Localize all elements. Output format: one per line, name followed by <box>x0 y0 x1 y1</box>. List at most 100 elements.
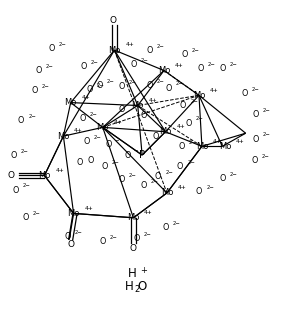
Text: 4+: 4+ <box>144 210 153 215</box>
Text: 4+: 4+ <box>175 63 183 68</box>
Text: O: O <box>146 46 153 55</box>
Text: 4+: 4+ <box>213 139 222 143</box>
Text: O: O <box>146 81 153 90</box>
Text: O: O <box>76 158 83 167</box>
Text: O: O <box>165 83 172 93</box>
Text: O: O <box>100 237 106 246</box>
Text: 4+: 4+ <box>74 128 83 133</box>
Text: 2−: 2− <box>157 78 164 83</box>
Text: O: O <box>49 44 55 53</box>
Text: O: O <box>12 185 18 195</box>
Text: O: O <box>35 66 42 75</box>
Text: O: O <box>81 62 87 71</box>
Text: 2−: 2− <box>107 78 115 83</box>
Text: O: O <box>219 64 226 73</box>
Text: O: O <box>84 137 90 146</box>
Text: 2−: 2− <box>75 230 83 235</box>
Text: −: − <box>115 138 119 143</box>
Text: 2−: 2− <box>41 84 49 89</box>
Text: Mo: Mo <box>161 188 173 198</box>
Text: Mo: Mo <box>57 132 69 141</box>
Text: 2−: 2− <box>229 62 237 67</box>
Text: O: O <box>253 135 259 143</box>
Text: O: O <box>124 151 131 160</box>
Text: 2−: 2− <box>196 116 204 121</box>
Text: 2−: 2− <box>192 48 199 53</box>
Text: 2−: 2− <box>141 58 148 63</box>
Text: O: O <box>22 213 29 222</box>
Text: O: O <box>180 101 186 110</box>
Text: 2−: 2− <box>110 234 118 240</box>
Text: 4+: 4+ <box>55 168 64 173</box>
Text: 2−: 2− <box>144 232 151 237</box>
Text: 2−: 2− <box>28 113 36 118</box>
Text: Mo: Mo <box>108 46 121 55</box>
Text: 2−: 2− <box>59 42 67 47</box>
Text: 2−: 2− <box>187 160 195 165</box>
Text: O: O <box>105 140 112 149</box>
Text: 2−: 2− <box>94 135 102 140</box>
Text: +: + <box>140 266 147 275</box>
Text: 2−: 2− <box>263 132 271 137</box>
Text: 4+: 4+ <box>81 95 90 100</box>
Text: Mo: Mo <box>67 209 80 218</box>
Text: O: O <box>130 60 137 69</box>
Text: 4+: 4+ <box>125 42 134 47</box>
Text: 2−: 2− <box>157 44 164 49</box>
Text: 2−: 2− <box>251 87 259 92</box>
Text: 2−: 2− <box>229 172 237 177</box>
Text: O: O <box>86 85 93 94</box>
Text: Mo: Mo <box>158 66 170 75</box>
Text: O: O <box>67 240 74 249</box>
Text: H: H <box>125 280 133 293</box>
Text: 2−: 2− <box>262 154 269 159</box>
Text: O: O <box>241 89 247 98</box>
Text: O: O <box>181 50 188 59</box>
Text: 2−: 2− <box>176 82 183 87</box>
Text: 2−: 2− <box>129 80 137 85</box>
Text: 4+: 4+ <box>176 124 185 129</box>
Text: O: O <box>178 142 185 151</box>
Text: 2−: 2− <box>21 149 29 154</box>
Text: 2−: 2− <box>151 179 159 184</box>
Text: O: O <box>64 232 71 241</box>
Text: O: O <box>119 105 125 114</box>
Text: Mo: Mo <box>38 171 51 180</box>
Text: 2−: 2− <box>129 173 137 178</box>
Text: 2−: 2− <box>189 140 196 145</box>
Text: O: O <box>88 156 94 165</box>
Text: 4+: 4+ <box>114 120 122 125</box>
Text: 2−: 2− <box>263 108 271 113</box>
Text: Mo: Mo <box>64 98 77 107</box>
Text: O: O <box>140 181 147 190</box>
Text: 4+: 4+ <box>84 206 93 211</box>
Text: −: − <box>161 130 166 135</box>
Text: O: O <box>31 87 38 95</box>
Text: 2−: 2− <box>173 222 180 226</box>
Text: O: O <box>137 280 147 293</box>
Text: O: O <box>110 16 116 26</box>
Text: 2−: 2− <box>206 185 214 190</box>
Text: 4+: 4+ <box>149 98 157 103</box>
Text: 2: 2 <box>134 285 139 294</box>
Text: O: O <box>196 187 202 196</box>
Text: O: O <box>79 114 86 123</box>
Text: O: O <box>101 162 108 171</box>
Text: 2−: 2− <box>190 99 198 104</box>
Text: O: O <box>251 156 258 165</box>
Text: Mo: Mo <box>132 101 144 110</box>
Text: O: O <box>119 175 125 184</box>
Text: 4+: 4+ <box>236 139 245 143</box>
Text: 2−: 2− <box>165 170 173 175</box>
Text: Mo: Mo <box>97 123 109 132</box>
Text: Mo: Mo <box>219 142 231 151</box>
Text: Mo: Mo <box>127 213 139 222</box>
Text: Mo: Mo <box>159 127 172 136</box>
Text: 2−: 2− <box>97 83 105 88</box>
Text: O: O <box>18 116 24 125</box>
Text: O: O <box>197 64 204 73</box>
Text: 4+: 4+ <box>210 88 219 93</box>
Text: O: O <box>155 173 161 181</box>
Text: O: O <box>11 151 17 160</box>
Text: O: O <box>185 118 192 128</box>
